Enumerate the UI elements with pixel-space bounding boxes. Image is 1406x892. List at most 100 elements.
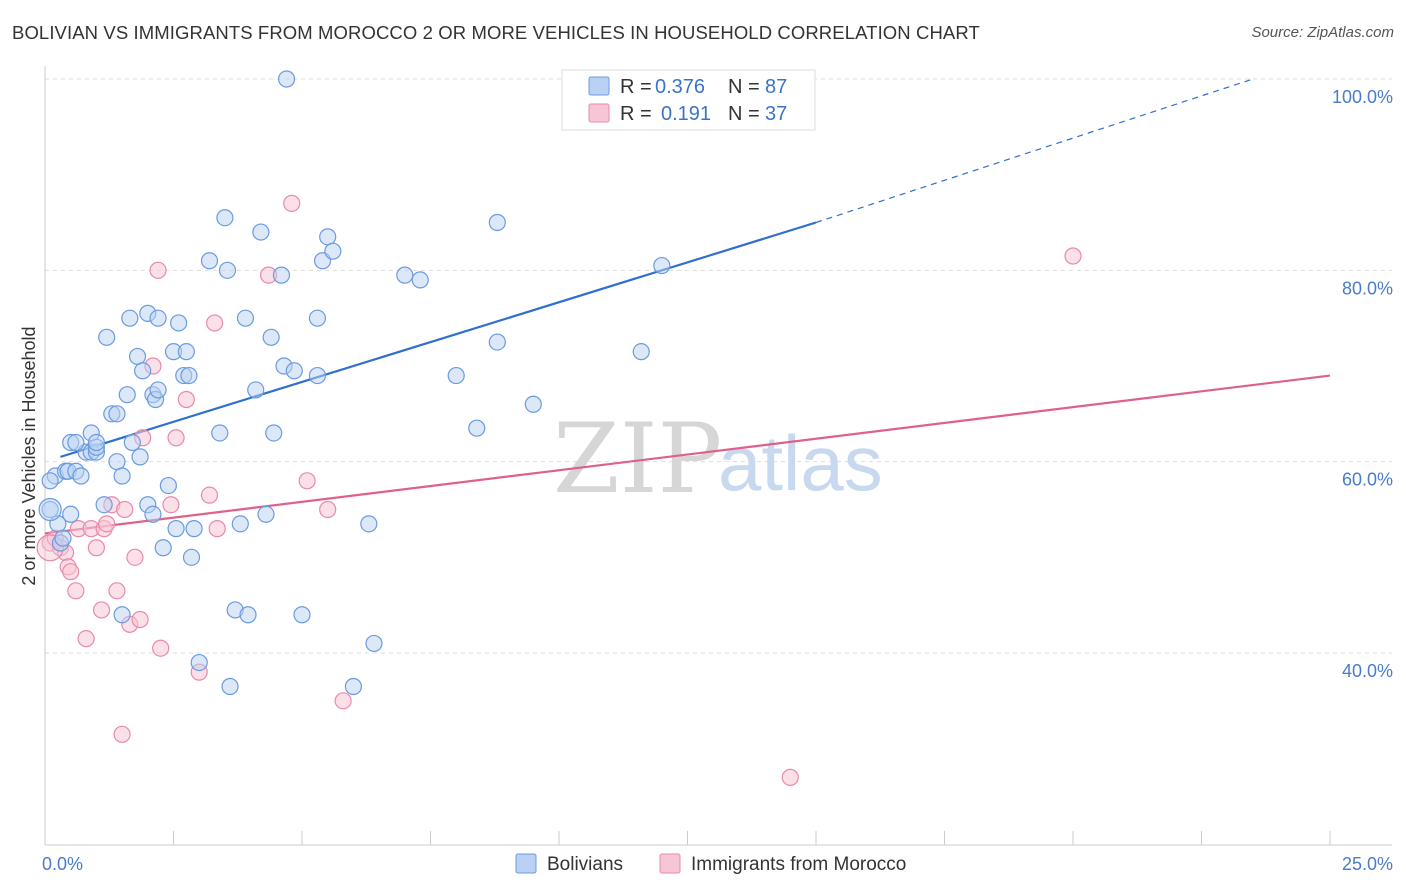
bolivian-point [411,271,429,289]
bolivian-point [653,256,671,275]
bolivian-point [324,242,342,260]
bolivian-point [62,505,80,523]
y-tick-label-60: 60.0% [1342,470,1393,490]
bolivian-point [488,333,506,351]
bolivian-point [118,386,136,404]
bolivian-point [247,381,265,399]
morocco-point [177,390,195,409]
morocco-point [108,582,126,600]
bottom-legend-swatch-blue [515,853,537,874]
watermark-atlas: atlas [718,419,883,507]
bottom-legend-bolivians: Bolivians [547,854,623,875]
legend-swatch-pink [588,103,610,123]
morocco-point [149,261,167,279]
bolivian-point [134,362,152,380]
bolivian-point [123,433,141,452]
morocco-point [334,692,352,710]
bolivians-trend-extension [815,78,1254,224]
morocco-point [152,639,170,657]
bolivian-point [182,548,201,566]
bolivian-point [632,343,650,361]
bolivian-point [144,505,162,523]
morocco-point [200,486,219,504]
morocco-point [162,496,180,514]
morocco-point [206,314,224,332]
bolivian-point [308,366,327,385]
bolivian-point [108,405,126,423]
bolivian-point [218,261,237,279]
bolivian-point [239,606,257,624]
bolivian-point [221,677,239,696]
legend-r-value-2: 0.191 [661,103,711,125]
bolivian-point [159,476,177,495]
bolivian-point [365,634,383,653]
bolivian-point [252,223,270,241]
legend-r-value-1: 0.376 [655,76,705,98]
bolivian-point [293,606,311,624]
bolivian-point [113,606,131,624]
bolivian-point [149,381,167,399]
morocco-points [36,194,1082,786]
morocco-point [131,610,149,629]
bolivians-trend-line [60,221,817,458]
bolivian-point [67,433,85,452]
bolivian-point [128,347,147,366]
bolivian-point [216,209,234,227]
bolivian-point [447,366,465,385]
morocco-point [319,500,337,519]
bolivian-point [396,266,414,284]
bolivian-point [149,309,167,327]
y-axis-label: 2 or more Vehicles in Household [19,326,39,585]
tick-labels: 40.0% 60.0% 80.0% 100.0% 0.0% 25.0% [42,87,1393,874]
bolivian-point [95,496,113,514]
bolivian-point [308,309,327,327]
bolivian-point [98,328,116,346]
bolivian-point [211,424,229,442]
bottom-legend-morocco: Immigrants from Morocco [691,854,906,875]
morocco-point [298,472,316,490]
bolivian-point [319,228,337,246]
bolivian-point [262,328,280,346]
bolivian-points [38,70,671,696]
morocco-point [283,194,301,212]
morocco-point [113,725,131,743]
bolivian-point [177,343,195,361]
bolivian-point [113,467,131,485]
bolivian-point [257,505,275,523]
legend-n-label-2: N = [728,103,760,125]
bolivian-point [236,309,255,327]
morocco-point [62,563,80,581]
legend-n-label-1: N = [728,76,760,98]
stats-legend: R = 0.376 N = 87 R = 0.191 N = 37 [561,69,816,131]
morocco-point [116,500,134,519]
x-tick-label-25: 25.0% [1342,854,1393,874]
bolivian-point [488,213,506,232]
bolivian-point [265,424,283,442]
bottom-legend-swatch-pink [659,853,681,874]
x-tick-label-0: 0.0% [42,854,83,874]
bolivian-point [87,433,106,452]
grid [45,78,1392,654]
y-tick-label-40: 40.0% [1342,661,1393,681]
morocco-point [126,548,144,566]
bolivian-point [185,520,203,538]
watermark: ZIP atlas [553,403,883,515]
bolivian-point [231,515,249,533]
legend-r-label-2: R = [620,103,652,125]
bolivian-point [344,677,362,696]
morocco-point [67,582,85,600]
legend-n-value-1: 87 [765,76,787,98]
chart-source: Source: ZipAtlas.com [1251,24,1394,41]
bolivian-point [121,309,139,327]
bolivian-point [285,362,303,380]
watermark-zip: ZIP [553,403,722,515]
bolivian-point [38,497,62,522]
series-legend: Bolivians Immigrants from Morocco [515,853,906,875]
bolivian-point [131,448,149,466]
bolivian-point [72,467,90,485]
y-tick-label-80: 80.0% [1342,278,1393,298]
morocco-point [77,630,95,648]
bolivian-point [524,395,542,413]
axes [44,66,1392,846]
bolivian-point [154,539,172,557]
